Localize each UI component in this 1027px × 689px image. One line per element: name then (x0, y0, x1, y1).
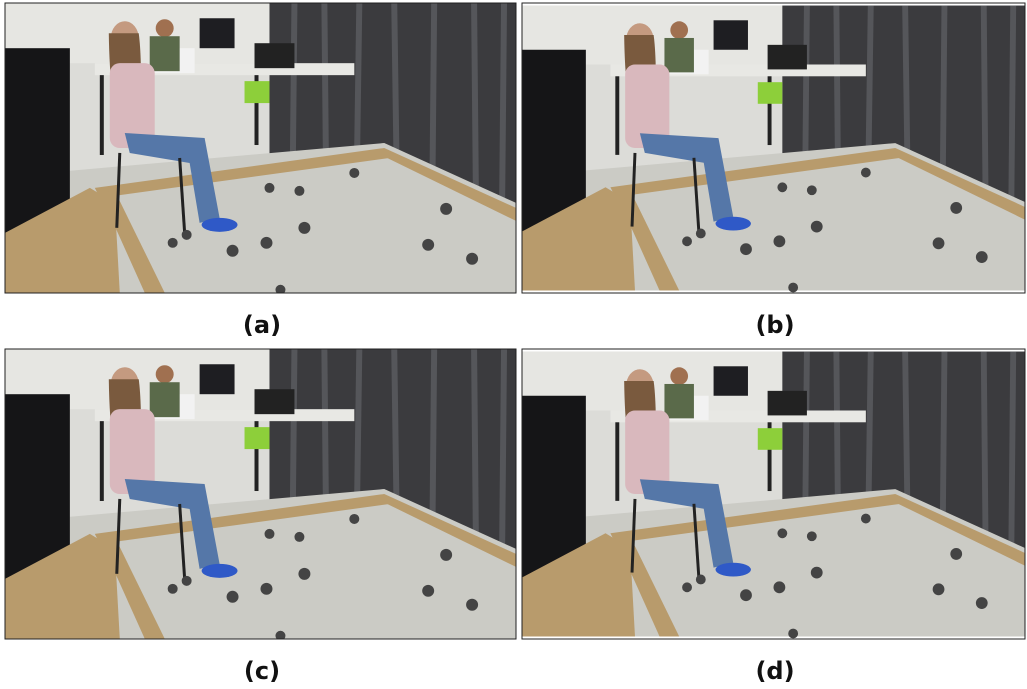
photo (5, 3, 516, 294)
photo (5, 349, 516, 640)
panel-label: (a) (243, 311, 281, 339)
photo (522, 6, 1025, 293)
panel-label: (c) (244, 657, 280, 685)
panel-label: (b) (755, 311, 794, 339)
panel-label: (d) (755, 657, 794, 685)
photo (522, 352, 1025, 639)
